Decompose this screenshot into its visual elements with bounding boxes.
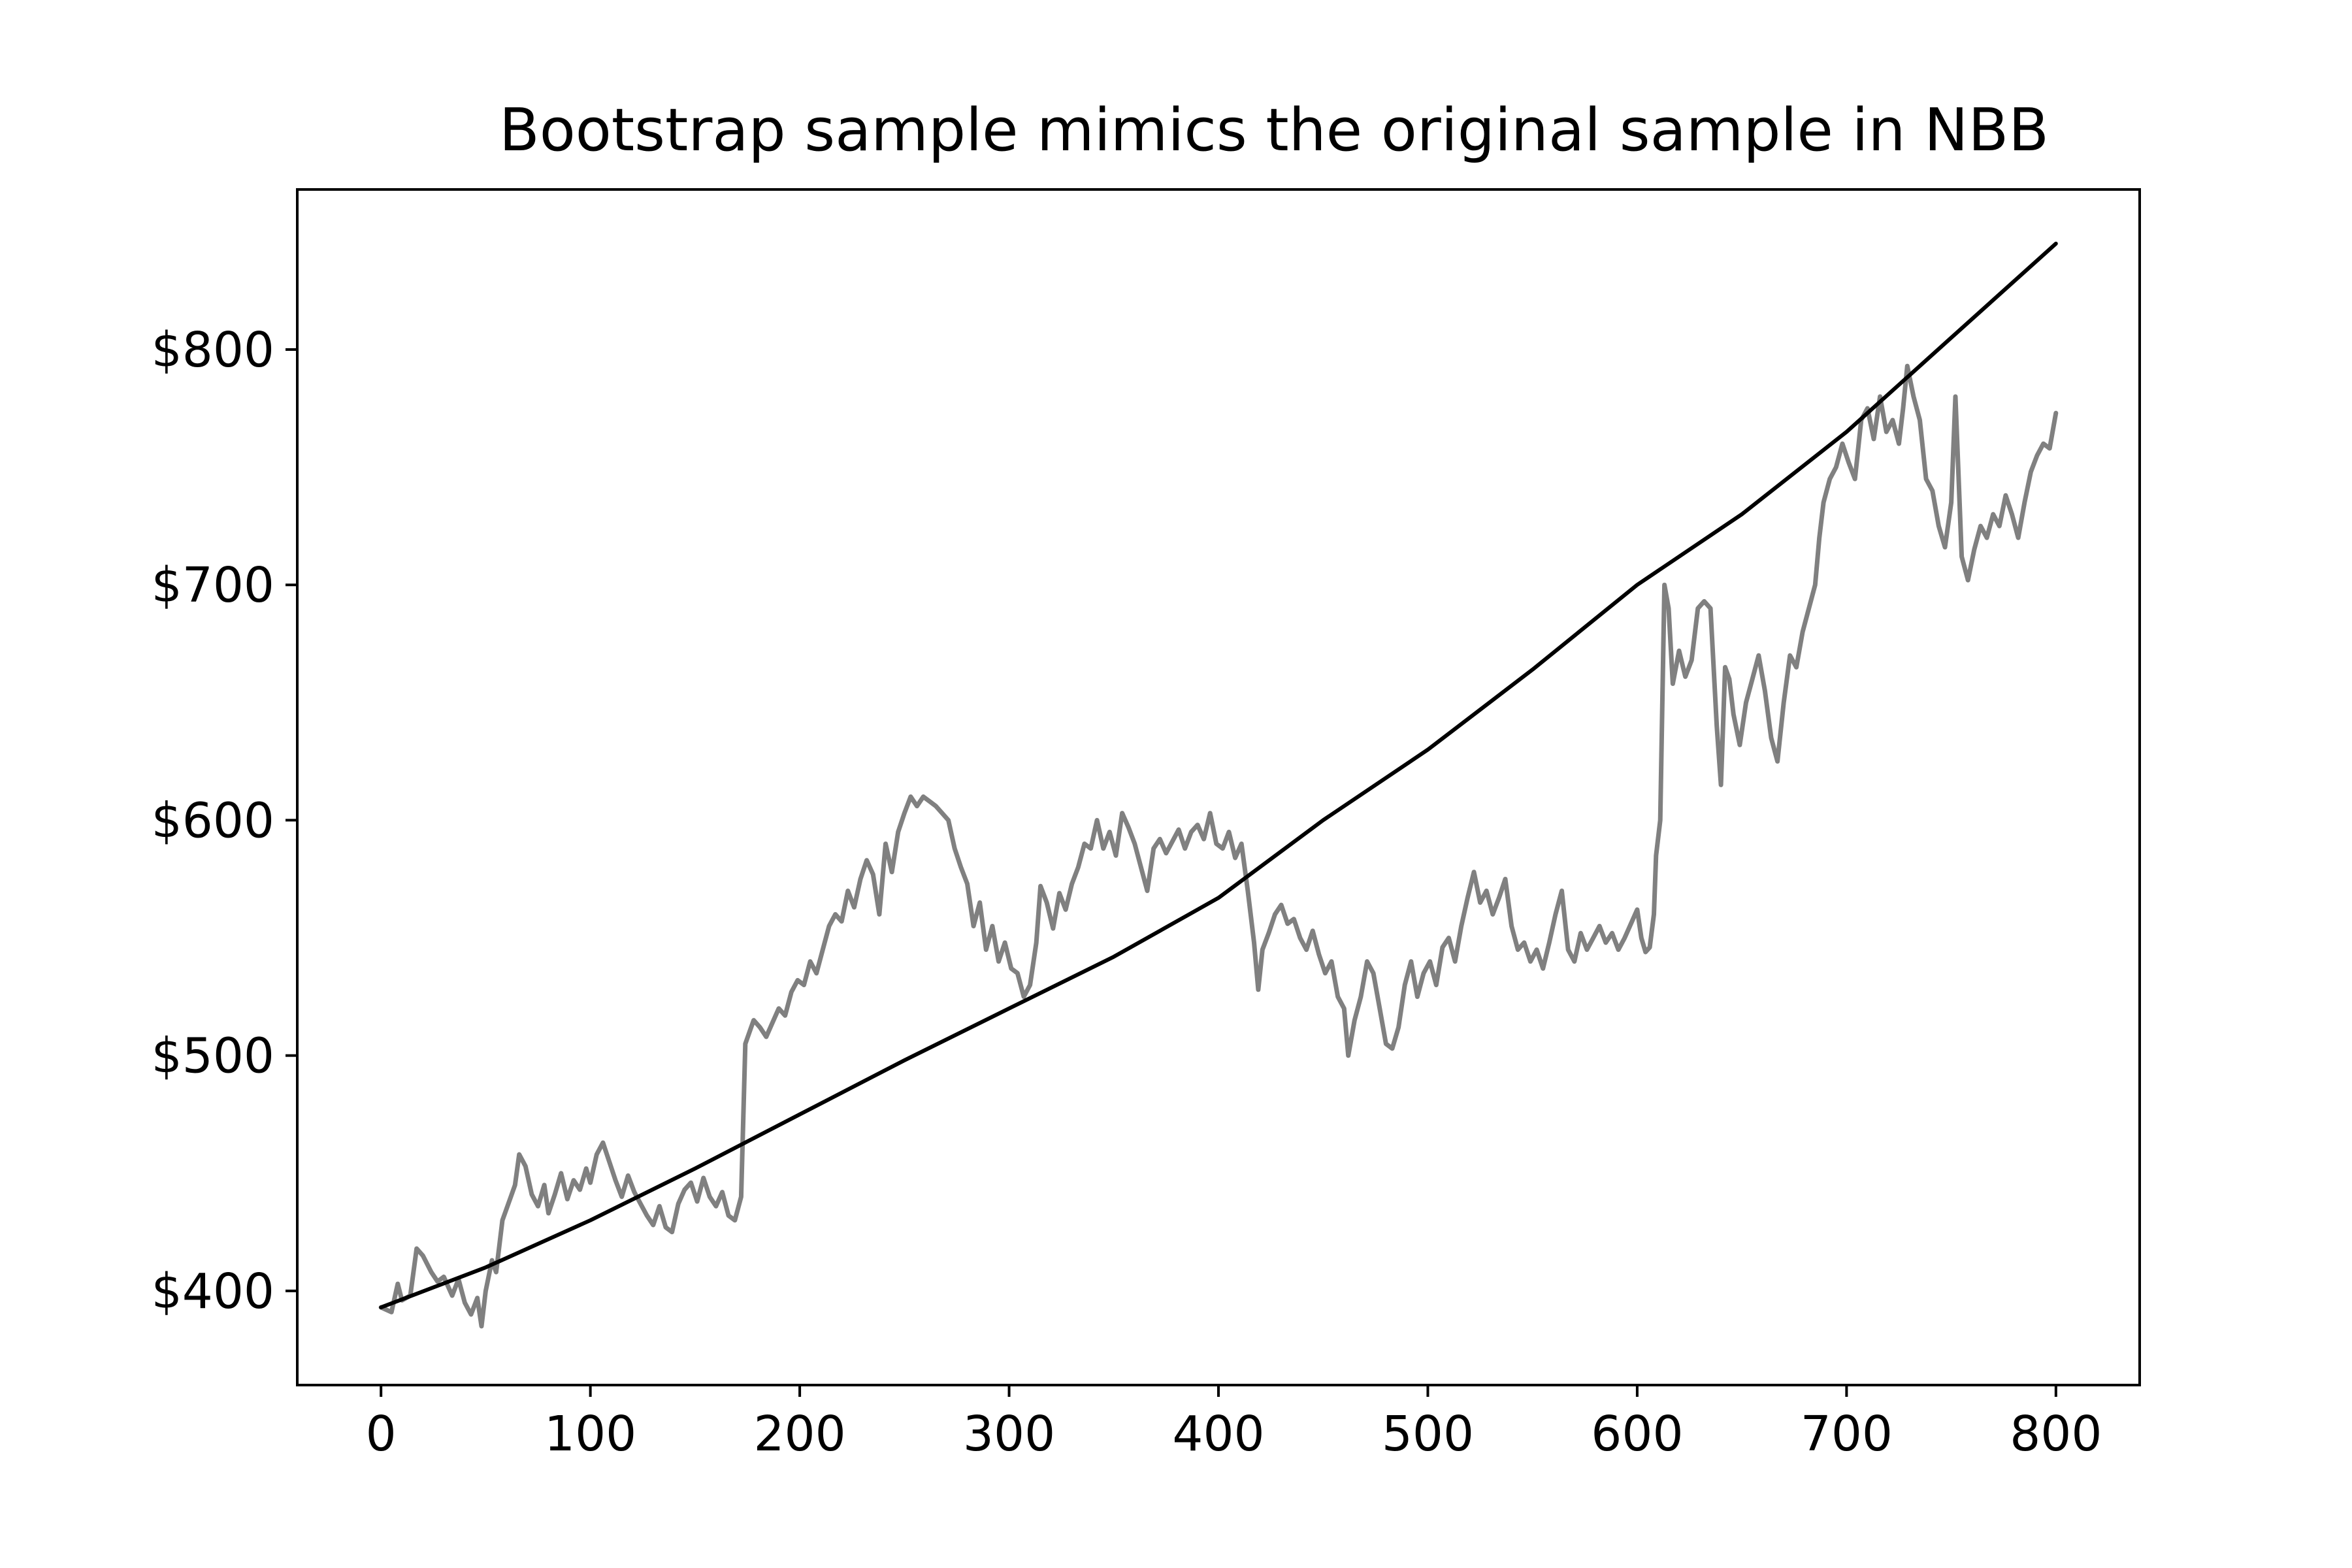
x-tick-label: 100 [544,1406,636,1462]
x-axis: 0 100 200 300 400 500 600 700 800 [366,1385,2102,1462]
x-tick-label: 0 [366,1406,397,1462]
x-tick-label: 400 [1172,1406,1264,1462]
y-tick-label: $400 [152,1264,274,1320]
series-line-1 [379,241,2058,1310]
chart-title: Bootstrap sample mimics the original sam… [499,96,2049,165]
y-tick-label: $600 [152,792,274,849]
plot-frame [296,188,2141,1386]
y-tick-label: $700 [152,557,274,613]
y-tick-label: $800 [152,322,274,378]
y-tick-label: $500 [152,1028,274,1085]
x-tick-label: 500 [1382,1406,1474,1462]
x-tick-label: 600 [1591,1406,1683,1462]
x-tick-label: 800 [2010,1406,2102,1462]
y-axis: $400 $500 $600 $700 $800 [152,322,297,1320]
x-tick-label: 200 [753,1406,845,1462]
series-layer [378,241,2059,1329]
series-line-0 [378,363,2059,1329]
x-tick-label: 300 [963,1406,1055,1462]
x-tick-label: 700 [1801,1406,1893,1462]
